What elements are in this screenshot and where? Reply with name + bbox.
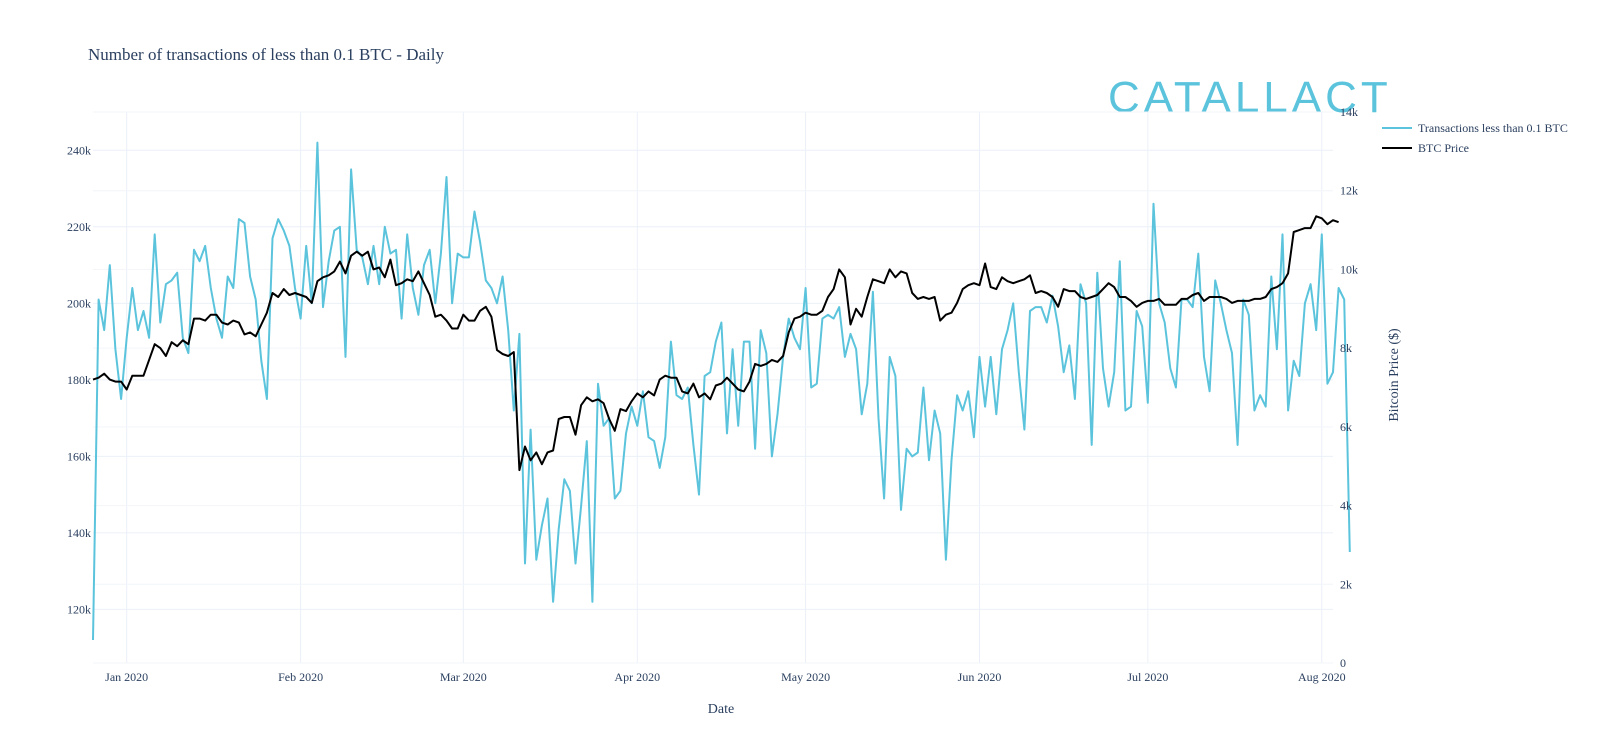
legend[interactable]: Transactions less than 0.1 BTC BTC Price xyxy=(1382,121,1568,155)
x-tick-label: Aug 2020 xyxy=(1298,670,1346,684)
x-tick-label: May 2020 xyxy=(781,670,830,684)
y-tick-label: 180k xyxy=(67,373,91,387)
series-line-transactions xyxy=(92,141,1351,641)
y2-tick-label: 6k xyxy=(1340,420,1352,434)
series-line-btc-price xyxy=(92,215,1339,472)
y2-tick-label: 10k xyxy=(1340,262,1358,276)
series-layer xyxy=(92,141,1351,641)
x-axis-ticks: Jan 2020 Feb 2020 Mar 2020 Apr 2020 May 2020… xyxy=(105,670,1345,684)
catallact-logo: CATALLACT xyxy=(1108,73,1392,122)
y-tick-label: 160k xyxy=(67,449,91,463)
x-tick-label: Jun 2020 xyxy=(958,670,1002,684)
y2-tick-label: 8k xyxy=(1340,341,1352,355)
x-tick-label: Jul 2020 xyxy=(1127,670,1168,684)
chart-title: Number of transactions of less than 0.1 … xyxy=(88,45,444,64)
y2-tick-label: 4k xyxy=(1340,499,1352,513)
legend-label-transactions: Transactions less than 0.1 BTC xyxy=(1418,121,1568,135)
x-tick-label: Feb 2020 xyxy=(278,670,323,684)
y-tick-label: 200k xyxy=(67,296,91,310)
legend-label-btc-price: BTC Price xyxy=(1418,141,1469,155)
y2-tick-label: 0 xyxy=(1340,656,1346,670)
y-tick-label: 120k xyxy=(67,602,91,616)
legend-item-transactions[interactable]: Transactions less than 0.1 BTC xyxy=(1382,121,1568,135)
y2-tick-label: 14k xyxy=(1340,105,1358,119)
y-tick-label: 240k xyxy=(67,143,91,157)
y-gridlines xyxy=(93,149,1333,610)
x-tick-label: Jan 2020 xyxy=(105,670,148,684)
logo-wordmark: CATALLACT xyxy=(1108,73,1392,122)
legend-item-btc-price[interactable]: BTC Price xyxy=(1382,141,1469,155)
y2-tick-label: 12k xyxy=(1340,184,1358,198)
y2-axis-ticks: 0 2k 4k 6k 8k 10k 12k 14k xyxy=(1340,105,1358,670)
y-axis-ticks: 120k 140k 160k 180k 200k 220k 240k xyxy=(67,143,91,616)
y-tick-label: 140k xyxy=(67,526,91,540)
y2-gridlines xyxy=(93,111,1333,664)
y-tick-label: 220k xyxy=(67,220,91,234)
y2-axis-title: Bitcoin Price ($) xyxy=(1387,328,1402,422)
x-tick-label: Apr 2020 xyxy=(614,670,660,684)
x-tick-label: Mar 2020 xyxy=(440,670,487,684)
y2-tick-label: 2k xyxy=(1340,577,1352,591)
x-axis-title: Date xyxy=(708,702,734,717)
